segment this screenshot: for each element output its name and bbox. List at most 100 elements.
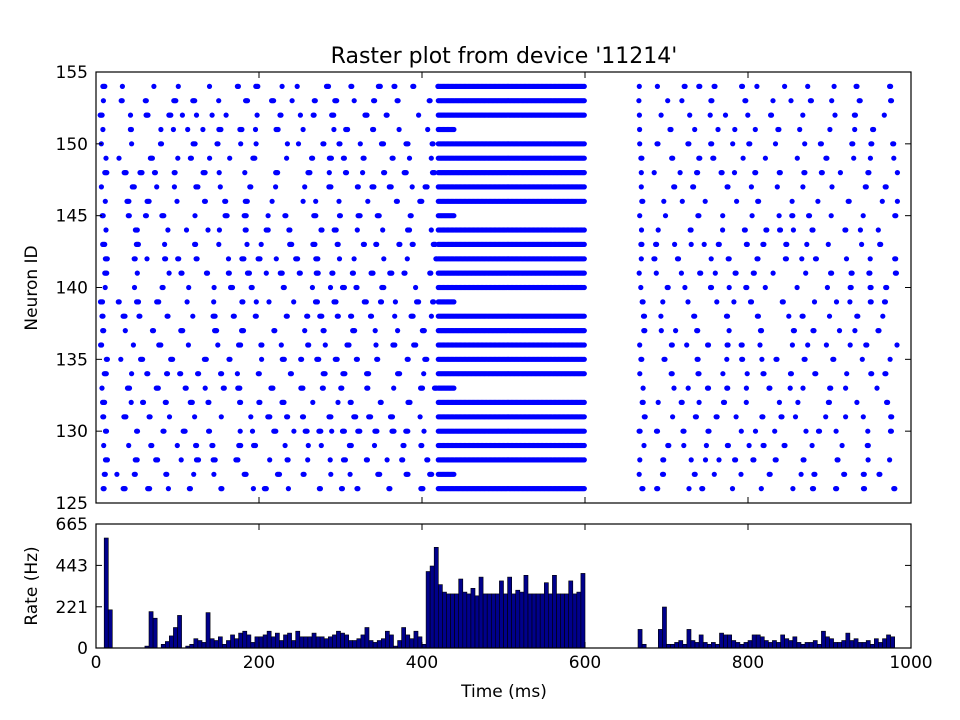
spike-dot [103,227,109,233]
spike-dot [800,112,806,118]
rate-bar [768,642,773,649]
spike-dot [248,414,254,420]
spike-dot [335,313,341,319]
rate-bar [450,593,455,649]
spike-dot [637,457,643,463]
spike-dot [313,213,319,219]
spike-dot [273,428,279,434]
rate-bars [103,537,895,649]
spike-dot [116,299,122,305]
spike-dot [224,213,230,219]
spike-dot [300,126,306,133]
spike-dot [581,112,587,118]
rate-bar [201,642,207,649]
spike-dot [319,227,325,233]
spike-dot [662,213,669,219]
spike-dot [744,284,750,291]
rate-bar [784,638,790,649]
spike-dot [658,112,664,118]
spike-dot [349,83,355,89]
spike-dot [255,83,261,89]
spike-dot [725,442,732,449]
spike-dot [100,126,106,133]
spike-dot [720,227,726,233]
rate-bar [380,638,386,649]
spike-dot [770,270,776,276]
spike-dot [211,471,217,477]
rate-bar [886,634,891,649]
spike-dot [660,471,667,477]
rate-bar [845,632,851,649]
spike-dot [889,414,895,420]
spike-dot [867,256,873,262]
spike-dot [309,284,315,291]
spike-dot [101,486,107,492]
rate-bar [678,640,684,649]
spike-dot [733,414,739,420]
rate-bar [462,591,468,649]
rate-yticks: 0 221 443 665 [56,515,911,659]
spike-dot [581,155,587,161]
spike-dot [329,428,335,434]
spike-dot [784,241,790,247]
spike-dot [366,371,372,377]
spike-dot [800,385,806,391]
spike-dot [827,126,833,133]
spike-dot [267,414,273,420]
spike-dot [349,313,355,319]
spike-dot [215,141,221,147]
ytick-label: 145 [56,207,88,227]
spike-dot [711,155,717,161]
spike-dot [374,428,380,434]
spike-dot [104,356,110,362]
rate-bar [841,640,847,649]
spike-dot [802,170,808,176]
spike-dot [815,198,821,204]
spike-dot [451,385,457,391]
rate-bar [458,578,464,649]
spike-dot [271,98,277,104]
spike-dot [334,98,340,104]
spike-dot [321,328,327,334]
spike-dot [126,442,132,449]
spike-dot [318,442,324,449]
spike-dot [881,112,887,118]
spike-dot [686,486,692,492]
spike-dot [256,371,262,377]
spike-dot [392,299,398,305]
spike-dot [209,112,215,118]
spike-dot [726,328,732,334]
spike-dot [103,371,109,377]
spike-dot [223,112,229,118]
rate-bar [662,606,667,649]
spike-dot [637,428,643,434]
spike-dot [119,83,125,89]
spike-dot [239,126,245,133]
rate-bar [657,629,663,649]
spike-dot [839,442,845,449]
rate-bar [352,640,358,649]
rate-xlabel: Time (ms) [460,682,547,702]
rate-bar [719,632,724,649]
spike-dot [158,126,164,133]
spike-dot [748,299,755,305]
rate-bar [527,593,533,649]
spike-dot [291,428,297,434]
spike-dot [651,170,657,176]
spike-dot [237,428,243,434]
spike-dot [655,141,661,147]
spike-dot [200,126,206,133]
spike-dot [702,198,708,204]
spike-dot [733,457,739,463]
rate-bar [849,640,855,649]
spike-dot [888,98,895,104]
spike-dot [186,284,192,291]
rate-bar [539,593,545,649]
rate-bar [344,634,350,649]
spike-dot [165,313,171,319]
spike-dot [130,342,136,348]
spike-dot [805,83,811,89]
spike-dot [166,270,172,276]
spike-dot [252,155,258,161]
rate-bar [425,571,431,649]
